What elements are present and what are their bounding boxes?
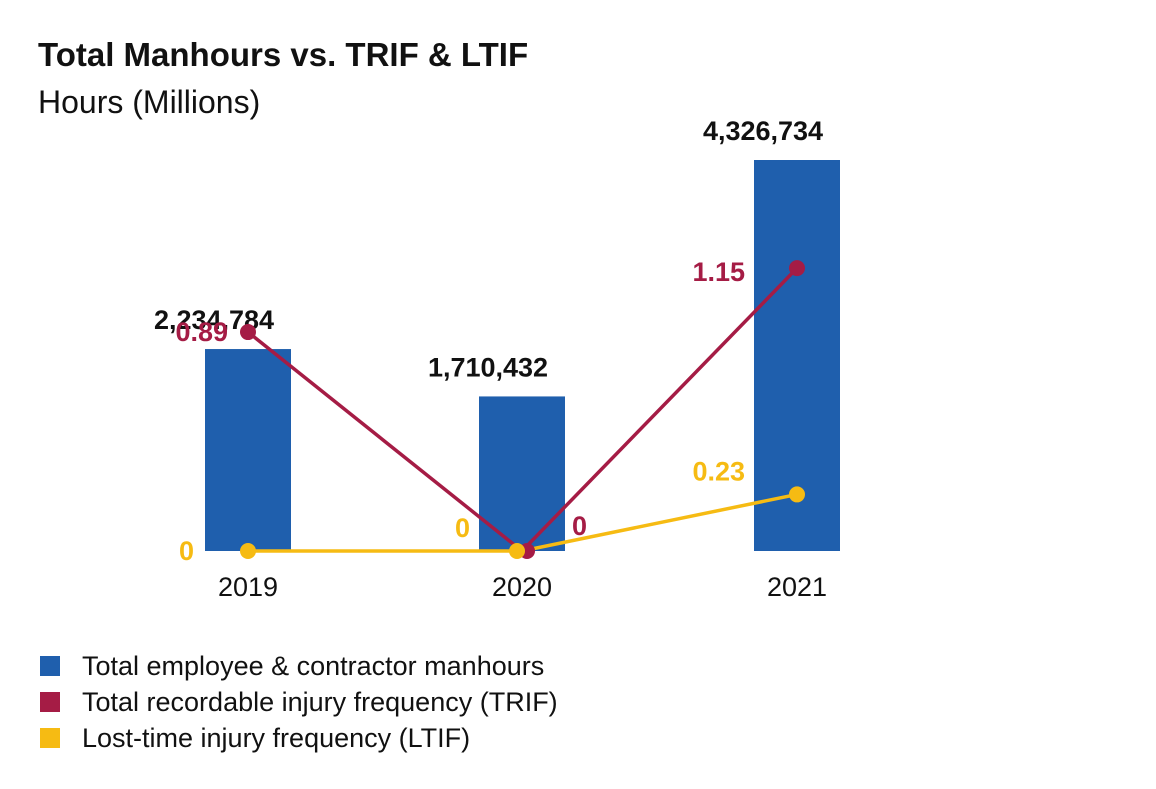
legend-swatch-manhours [40,656,60,676]
legend-label-manhours: Total employee & contractor manhours [82,650,545,681]
bar-value-label-2020: 1,710,432 [428,352,548,382]
legend: Total employee & contractor manhours Tot… [40,648,558,756]
x-tick-label-2020: 2020 [492,572,552,602]
legend-item-ltif: Lost-time injury frequency (LTIF) [40,720,558,756]
trif-value-label-2021: 1.15 [692,257,745,287]
bar-2019 [205,349,291,551]
trif-point-2019 [240,324,256,341]
x-tick-label-2021: 2021 [767,572,827,602]
chart-title: Total Manhours vs. TRIF & LTIF [38,36,529,73]
legend-label-ltif: Lost-time injury frequency (LTIF) [82,722,471,753]
legend-swatch-ltif [40,728,60,748]
trif-value-label-2020: 0 [572,511,587,541]
legend-item-manhours: Total employee & contractor manhours [40,648,558,684]
ltif-value-label-2019: 0 [179,536,194,566]
ltif-value-label-2021: 0.23 [692,456,745,486]
x-tick-label-2019: 2019 [218,572,278,602]
bar-2020 [479,396,565,551]
chart-subtitle: Hours (Millions) [38,84,261,120]
legend-swatch-trif [40,692,60,712]
trif-point-2021 [789,260,805,277]
bar-2021 [754,160,840,551]
ltif-point-2019 [240,543,256,559]
trif-value-label-2019: 0.89 [175,317,228,347]
legend-item-trif: Total recordable injury frequency (TRIF) [40,684,558,720]
ltif-value-label-2020: 0 [455,513,470,543]
bar-value-label-2021: 4,326,734 [703,116,823,146]
chart-plot: 2,234,78420191,710,43220204,326,73420210… [154,116,840,602]
ltif-point-2021 [789,486,805,503]
ltif-point-2020 [509,543,525,559]
legend-label-trif: Total recordable injury frequency (TRIF) [82,686,558,717]
